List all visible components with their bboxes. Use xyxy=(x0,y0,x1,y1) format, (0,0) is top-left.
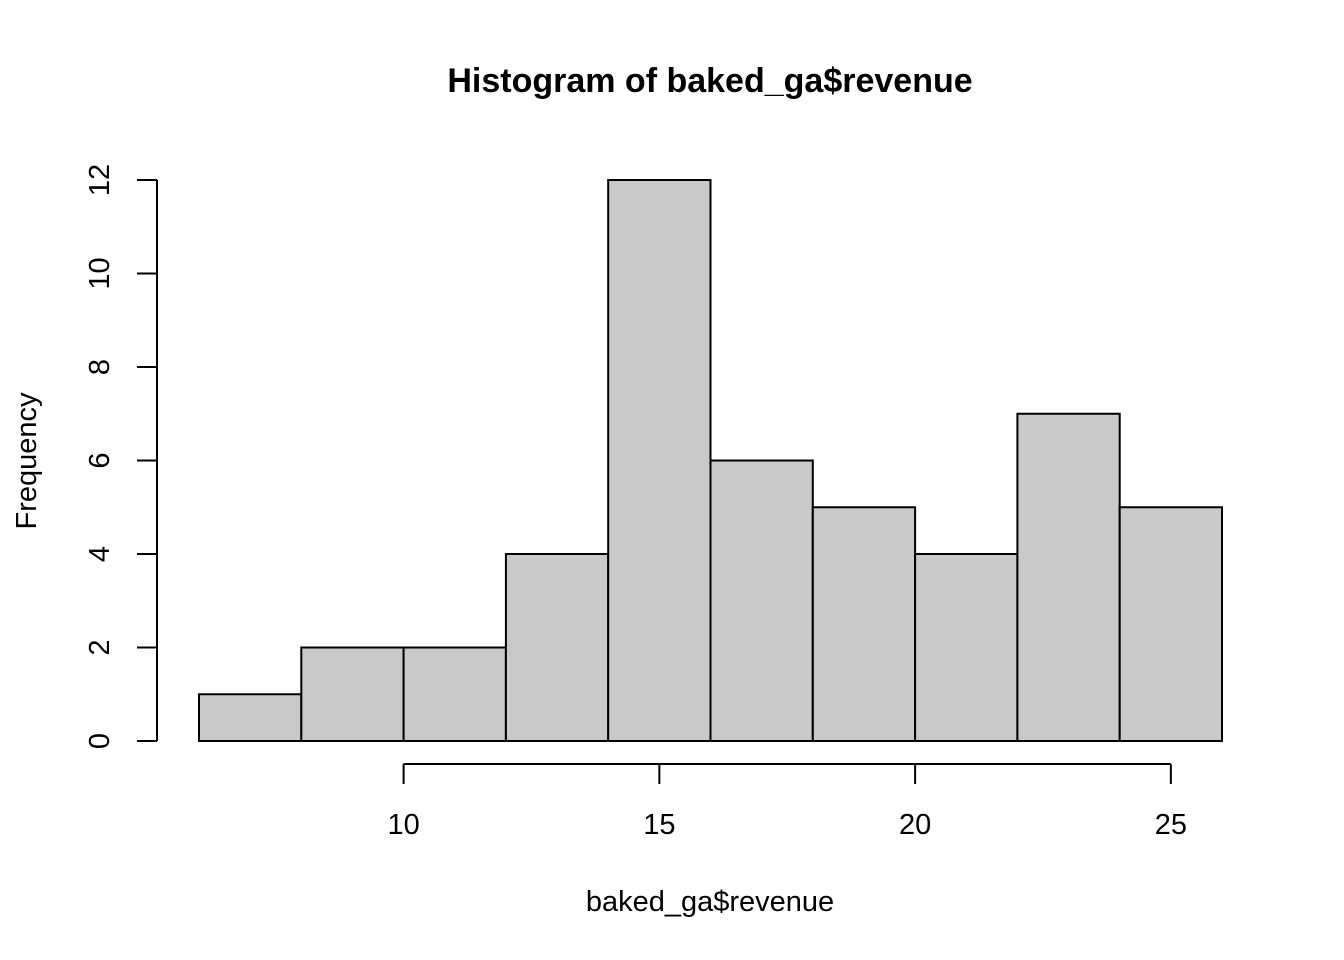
x-tick-label: 20 xyxy=(899,809,931,841)
y-tick-label: 2 xyxy=(84,639,116,655)
histogram-bar-8 xyxy=(914,553,1019,742)
histogram-bar-1 xyxy=(198,693,303,742)
histogram-bar-7 xyxy=(811,506,917,742)
histogram-bar-10 xyxy=(1118,506,1223,742)
y-tick-label: 10 xyxy=(84,257,116,289)
histogram-bar-4 xyxy=(504,553,610,742)
histogram-bar-6 xyxy=(709,459,814,742)
y-tick-label: 12 xyxy=(84,164,116,196)
y-tick-label: 6 xyxy=(84,452,116,468)
x-axis: 10 15 20 25 xyxy=(387,763,1187,841)
bars-group xyxy=(198,179,1223,742)
y-axis-title: Frequency xyxy=(11,392,43,530)
y-tick-label: 4 xyxy=(84,546,116,562)
y-tick-label: 0 xyxy=(84,733,116,749)
x-tick-label: 15 xyxy=(643,809,675,841)
y-axis: 0 2 4 6 8 10 12 xyxy=(84,164,158,749)
x-axis-title: baked_ga$revenue xyxy=(586,886,834,918)
histogram-bar-3 xyxy=(402,646,507,742)
x-tick-label: 25 xyxy=(1155,809,1187,841)
x-tick-label: 10 xyxy=(387,809,419,841)
histogram-bar-2 xyxy=(300,646,405,742)
histogram-bar-9 xyxy=(1016,412,1121,742)
chart-title: Histogram of baked_ga$revenue xyxy=(447,62,972,100)
histogram-bar-5 xyxy=(607,179,712,742)
y-tick-label: 8 xyxy=(84,359,116,375)
